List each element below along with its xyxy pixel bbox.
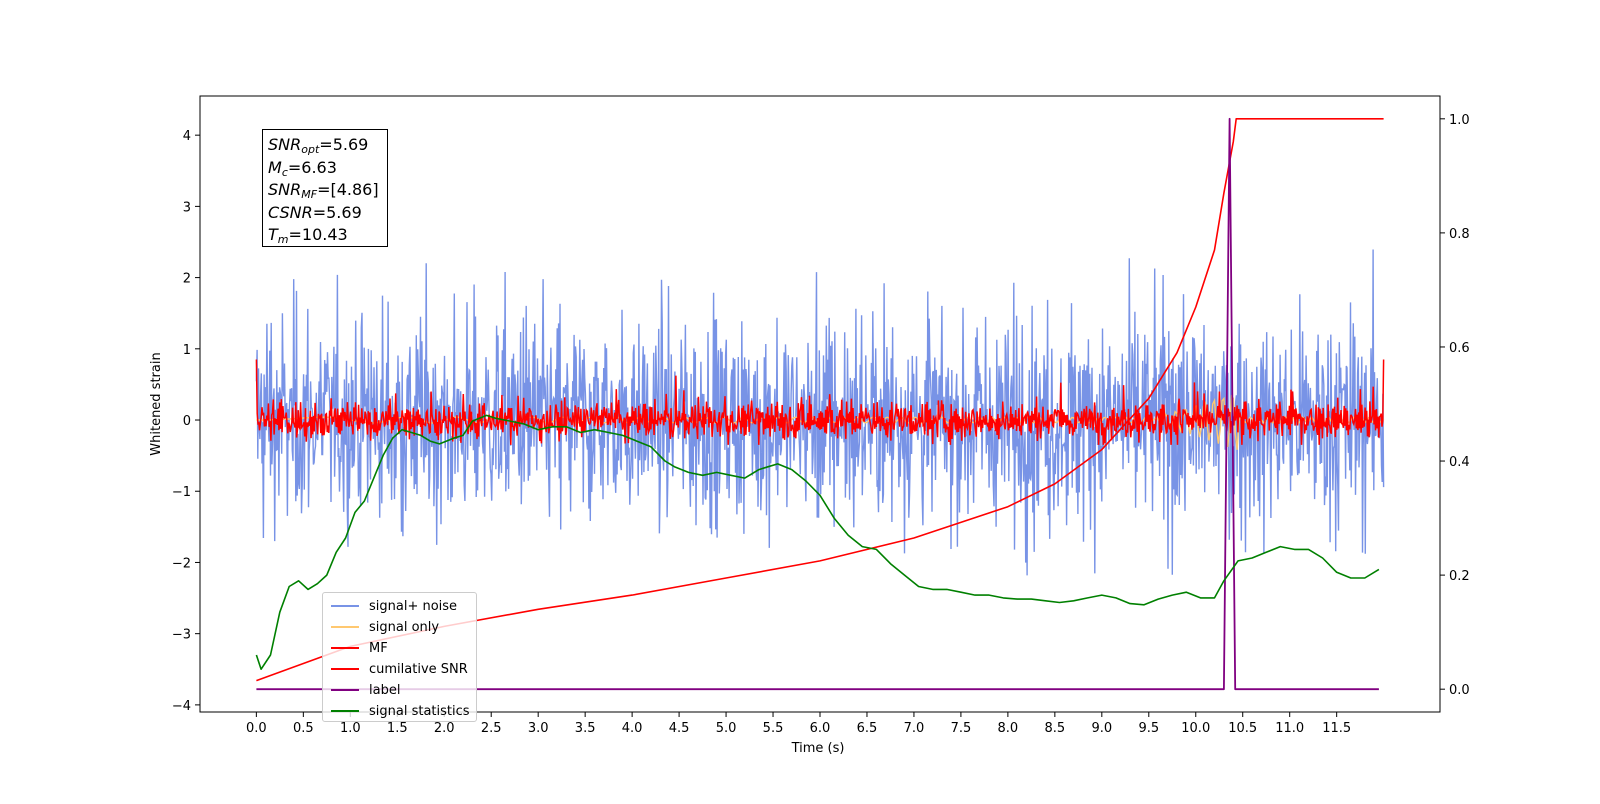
y2-axis-ticks: 1.0 0.8 0.6 0.4 0.2 0.0 <box>1440 113 1470 698</box>
x-tick-label: 2.5 <box>481 721 502 736</box>
x-tick-label: 5.5 <box>763 721 784 736</box>
x-tick-label: 4.0 <box>622 721 643 736</box>
legend-label: signal only <box>369 619 440 635</box>
mf-line <box>255 359 1385 445</box>
x-tick-label: 7.5 <box>951 721 972 736</box>
y-tick-label: 1 <box>183 343 191 358</box>
y-axis-ticks: 4 3 2 1 0 −1 −2 −3 −4 <box>172 129 200 714</box>
legend-swatch <box>331 710 359 712</box>
x-tick-label: 0.5 <box>293 721 314 736</box>
annotation-csnr: CSNR=5.69 <box>268 202 362 222</box>
y-tick-label: 3 <box>183 200 191 215</box>
legend-item-signal-statistics: signal statistics <box>331 702 470 720</box>
y-tick-label: −4 <box>172 699 191 714</box>
y-axis-label: Whitened strain <box>149 352 164 455</box>
y-tick-label: 2 <box>183 272 191 287</box>
x-tick-label: 6.0 <box>810 721 831 736</box>
annotation-snr-mf: SNRMF=[4.86] <box>268 180 379 201</box>
y-tick-label: −2 <box>172 556 191 571</box>
legend-label: signal statistics <box>369 703 470 719</box>
x-tick-label: 3.5 <box>575 721 596 736</box>
x-tick-label: 11.5 <box>1322 721 1351 736</box>
x-tick-label: 7.0 <box>904 721 925 736</box>
y2-tick-label: 0.6 <box>1449 341 1470 356</box>
x-tick-label: 1.0 <box>340 721 361 736</box>
signal-statistics-line <box>255 414 1380 671</box>
series-signal-statistics <box>255 414 1380 671</box>
y-tick-label: −1 <box>172 485 191 500</box>
y-tick-label: −3 <box>172 628 191 643</box>
legend-swatch <box>331 668 359 670</box>
legend-swatch <box>331 647 359 649</box>
legend-swatch <box>331 689 359 691</box>
x-tick-label: 5.0 <box>716 721 737 736</box>
x-tick-label: 0.0 <box>246 721 267 736</box>
legend-item-mf: MF <box>331 639 388 657</box>
annotation-snr-opt: SNRopt=5.69 <box>268 135 369 156</box>
legend: signal+ noise signal only MF cumilative … <box>322 592 477 722</box>
y2-tick-label: 1.0 <box>1449 113 1470 128</box>
x-tick-label: 8.0 <box>998 721 1019 736</box>
legend-label: cumilative SNR <box>369 661 468 677</box>
x-tick-label: 9.0 <box>1091 721 1112 736</box>
label-line <box>256 117 1379 691</box>
x-tick-label: 2.0 <box>434 721 455 736</box>
x-tick-label: 8.5 <box>1045 721 1066 736</box>
y2-tick-label: 0.0 <box>1449 683 1470 698</box>
x-axis-ticks: 0.0 0.5 1.0 1.5 2.0 2.5 3.0 3.5 4.0 4.5 5.0 5.5 6.0 6… <box>246 712 1351 736</box>
annotation-tm: Tm=10.43 <box>268 225 348 246</box>
legend-swatch <box>331 626 359 628</box>
y2-tick-label: 0.2 <box>1449 569 1470 584</box>
x-tick-label: 4.5 <box>669 721 690 736</box>
series-cumulative-snr <box>256 118 1384 682</box>
x-tick-label: 10.0 <box>1181 721 1210 736</box>
cumulative-snr-line <box>256 118 1384 682</box>
x-tick-label: 6.5 <box>857 721 878 736</box>
annotation-box: SNRopt=5.69 Mc=6.63 SNRMF=[4.86] CSNR=5.… <box>262 129 388 247</box>
legend-item-cumulative-snr: cumilative SNR <box>331 660 468 678</box>
x-tick-label: 10.5 <box>1228 721 1257 736</box>
x-axis-label: Time (s) <box>791 741 845 756</box>
legend-label: MF <box>369 640 388 656</box>
y-tick-label: 0 <box>183 414 191 429</box>
legend-item-signal-noise: signal+ noise <box>331 597 457 615</box>
x-tick-label: 1.5 <box>387 721 408 736</box>
x-tick-label: 9.5 <box>1138 721 1159 736</box>
legend-item-label: label <box>331 681 400 699</box>
y-tick-label: 4 <box>183 129 191 144</box>
x-tick-label: 3.0 <box>528 721 549 736</box>
annotation-mc: Mc=6.63 <box>268 157 337 179</box>
legend-swatch <box>331 605 359 607</box>
y2-tick-label: 0.4 <box>1449 455 1470 470</box>
series-mf <box>255 359 1385 445</box>
legend-label: label <box>369 682 401 698</box>
y2-tick-label: 0.8 <box>1449 227 1470 242</box>
legend-label: signal+ noise <box>369 598 458 614</box>
x-tick-label: 11.0 <box>1275 721 1304 736</box>
series-label <box>256 117 1379 691</box>
legend-item-signal-only: signal only <box>331 618 439 636</box>
